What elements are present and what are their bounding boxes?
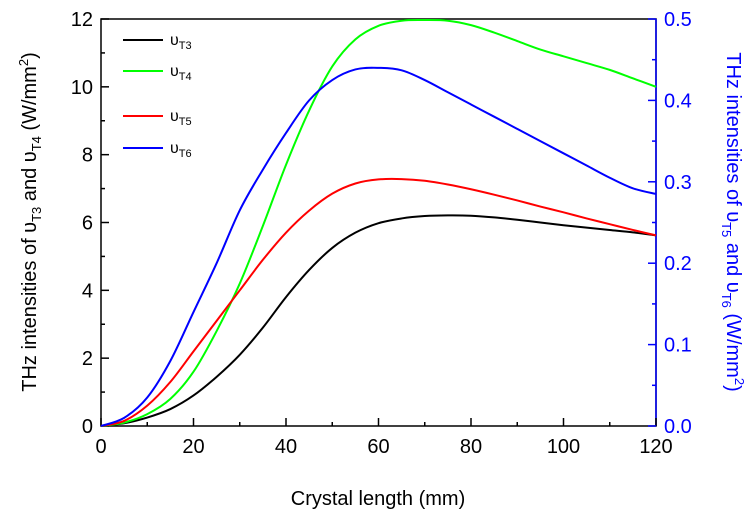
y-right-tick-label: 0.5 bbox=[664, 9, 692, 31]
series-line-t5 bbox=[100, 177, 657, 427]
y-left-tick-label: 0 bbox=[82, 416, 93, 438]
y-right-tick-label: 0.4 bbox=[664, 90, 692, 112]
legend-item-t3: υT3 bbox=[123, 32, 192, 52]
legend-label-t3: υT3 bbox=[170, 32, 192, 52]
legend-item-t5: υT5 bbox=[123, 108, 192, 128]
axis-ticks bbox=[100, 18, 657, 427]
right-y-axis-title: THz intensities of υT5 and υT6 (W/mm2) bbox=[719, 52, 747, 392]
y-left-tick-label: 10 bbox=[71, 77, 93, 99]
tick-labels: 0 20 40 60 80 100 120 0 2 4 6 8 10 12 0.0 0.1 0.2 0.3 0.4 0… bbox=[71, 9, 692, 458]
y-left-tick-label: 4 bbox=[82, 280, 93, 302]
x-tick-label: 80 bbox=[460, 436, 482, 458]
series-line-t6 bbox=[100, 66, 657, 427]
legend-item-t4: υT4 bbox=[123, 63, 192, 83]
legend-label-t4: υT4 bbox=[170, 63, 192, 83]
legend-item-t6: υT6 bbox=[123, 140, 192, 160]
x-axis-title: Crystal length (mm) bbox=[291, 488, 465, 510]
legend-label-t6: υT6 bbox=[170, 140, 192, 160]
series-line-t3 bbox=[100, 214, 657, 427]
left-y-axis-title: THz intensities of υT3 and υT4 (W/mm2) bbox=[16, 52, 44, 392]
x-tick-label: 60 bbox=[367, 436, 389, 458]
y-right-tick-label: 0.0 bbox=[664, 416, 692, 438]
y-left-tick-label: 12 bbox=[71, 9, 93, 31]
x-tick-label: 120 bbox=[639, 436, 672, 458]
y-right-tick-label: 0.1 bbox=[664, 335, 692, 357]
y-left-tick-label: 2 bbox=[82, 348, 93, 370]
series-lines bbox=[100, 18, 657, 427]
x-tick-label: 40 bbox=[275, 436, 297, 458]
y-left-tick-label: 8 bbox=[82, 145, 93, 167]
legend-label-t5: υT5 bbox=[170, 108, 192, 128]
y-left-tick-label: 6 bbox=[82, 213, 93, 235]
legend: υT3 υT4 υT5 υT6 bbox=[123, 32, 192, 160]
y-right-tick-label: 0.2 bbox=[664, 253, 692, 275]
series-line-t4 bbox=[100, 18, 657, 427]
y-right-tick-label: 0.3 bbox=[664, 172, 692, 194]
x-tick-label: 20 bbox=[182, 436, 204, 458]
x-tick-label: 0 bbox=[95, 436, 106, 458]
x-tick-label: 100 bbox=[547, 436, 580, 458]
